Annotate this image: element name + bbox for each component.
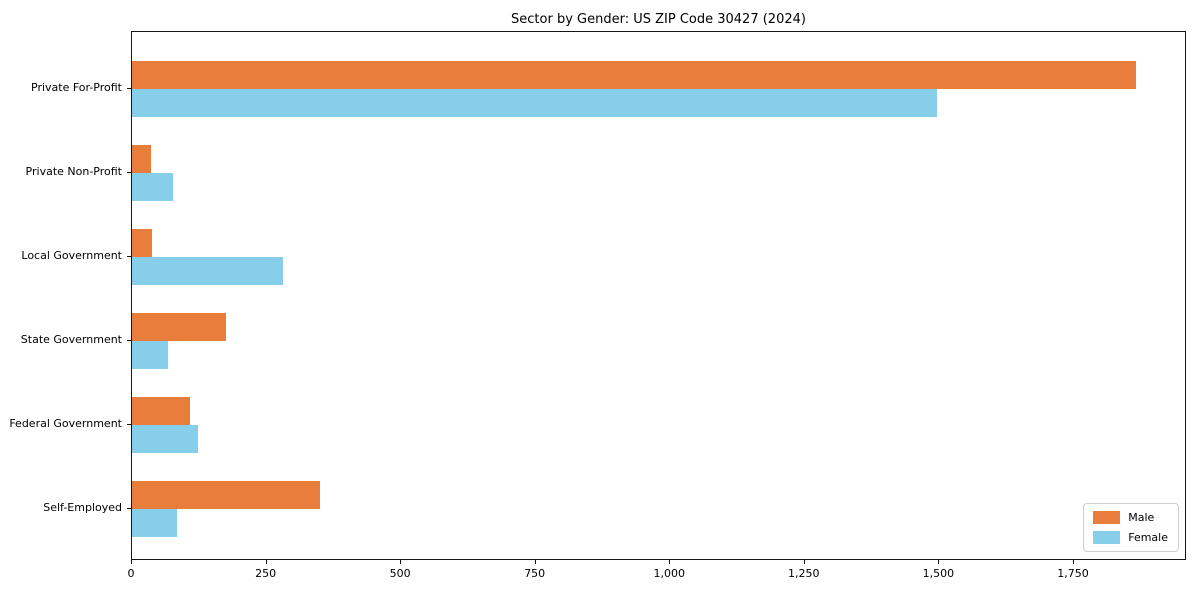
bar-female-self-employed (132, 509, 177, 537)
x-tick-label-1-750: 1,750 (1057, 567, 1089, 580)
bar-male-local-government (132, 229, 152, 257)
x-tick-mark (131, 560, 132, 564)
plot-area: Male Female (131, 31, 1186, 560)
x-tick-label-750: 750 (524, 567, 546, 580)
x-tick-mark (265, 560, 267, 564)
y-tick-mark (127, 340, 131, 341)
y-tick-mark (127, 508, 131, 509)
y-tick-mark (127, 172, 131, 173)
legend-label-male: Male (1128, 511, 1155, 524)
y-tick-mark (127, 88, 131, 89)
x-tick-label-250: 250 (255, 567, 277, 580)
x-tick-mark (669, 560, 671, 564)
y-tick-label-federal-government: Federal Government (9, 417, 122, 430)
x-tick-mark (534, 560, 536, 564)
bar-female-private-non-profit (132, 173, 173, 201)
bar-male-state-government (132, 313, 227, 341)
bar-female-federal-government (132, 425, 198, 453)
y-tick-label-state-government: State Government (20, 333, 122, 346)
bar-male-self-employed (132, 481, 321, 509)
bar-male-private-for-profit (132, 61, 1136, 89)
bar-male-private-non-profit (132, 145, 152, 173)
x-tick-label-1-500: 1,500 (922, 567, 955, 580)
legend-label-female: Female (1128, 531, 1168, 544)
bar-female-local-government (132, 257, 283, 285)
legend-swatch-female (1093, 531, 1121, 544)
legend: Male Female (1083, 503, 1179, 552)
x-tick-mark (400, 560, 402, 564)
y-tick-label-local-government: Local Government (21, 249, 122, 262)
bar-female-state-government (132, 341, 168, 369)
x-tick-label-1-000: 1,000 (653, 567, 686, 580)
y-tick-mark (127, 424, 131, 425)
x-tick-label-0: 0 (127, 567, 135, 580)
y-tick-mark (127, 256, 131, 257)
y-tick-label-private-non-profit: Private Non-Profit (25, 165, 122, 178)
y-tick-label-private-for-profit: Private For-Profit (31, 81, 122, 94)
chart-title: Sector by Gender: US ZIP Code 30427 (202… (511, 12, 806, 27)
bar-female-private-for-profit (132, 89, 937, 117)
x-tick-mark (1073, 560, 1074, 564)
x-tick-mark (938, 560, 940, 564)
bar-male-federal-government (132, 397, 190, 425)
legend-swatch-male (1093, 511, 1121, 524)
y-tick-label-self-employed: Self-Employed (43, 501, 122, 514)
x-tick-label-500: 500 (389, 567, 411, 580)
x-tick-mark (803, 560, 805, 564)
legend-entry-female: Female (1093, 531, 1168, 544)
legend-entry-male: Male (1093, 511, 1168, 524)
x-tick-label-1-250: 1,250 (788, 567, 820, 580)
